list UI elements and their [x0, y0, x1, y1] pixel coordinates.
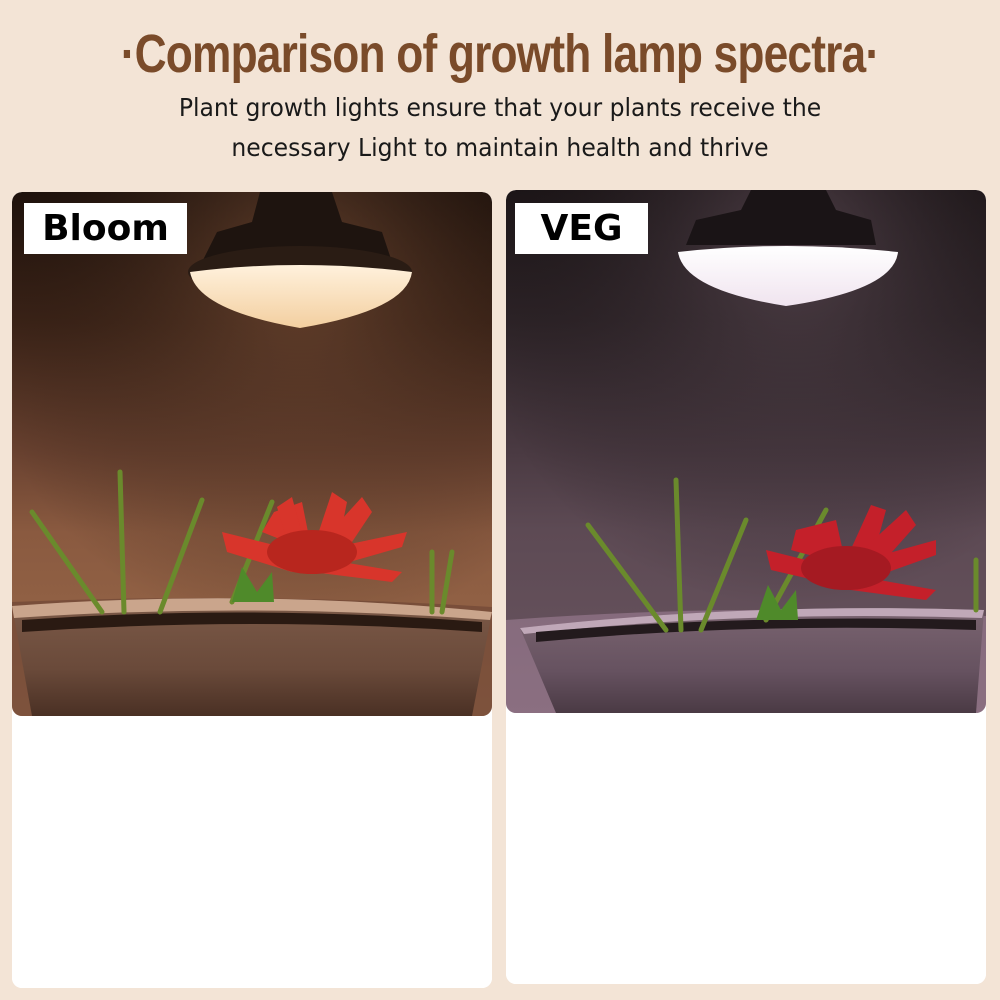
veg-card: VEG 00.260.520.781.041.33504405306207108… — [506, 190, 986, 984]
plant-pot-icon — [12, 598, 492, 716]
page-title: ·Comparison of growth lamp spectra· — [120, 24, 880, 84]
red-succulent-icon — [222, 492, 407, 582]
veg-spectrum-chart: 00.260.520.781.041.3350440530620710800 — [506, 713, 986, 984]
bloom-spectrum-plot: 00.260.520.781.041.3350440530620710800 — [12, 716, 492, 988]
red-succulent-icon — [766, 505, 936, 600]
lamp-housing-icon — [686, 190, 876, 245]
bloom-spectrum-chart: 00.260.520.781.041.3350440530620710800 — [12, 716, 492, 988]
lamp-lens-icon — [678, 246, 898, 306]
veg-spectrum-plot: 00.260.520.781.041.3350440530620710800 — [506, 713, 986, 984]
plant-pot-icon — [520, 608, 984, 713]
veg-photo: VEG — [506, 190, 986, 713]
bloom-photo: Bloom — [12, 192, 492, 716]
bloom-scene-illustration — [12, 192, 492, 716]
subtitle-line-2: necessary Light to maintain health and t… — [231, 133, 769, 162]
bloom-label: Bloom — [24, 203, 187, 254]
subtitle-line-1: Plant growth lights ensure that your pla… — [178, 93, 822, 122]
lamp-housing-icon — [202, 192, 392, 262]
lamp-lens-icon — [190, 265, 412, 328]
veg-scene-illustration — [506, 190, 986, 713]
veg-label: VEG — [515, 203, 648, 254]
bloom-card: Bloom 00.260.520.781.041.335044053062071… — [12, 192, 492, 988]
